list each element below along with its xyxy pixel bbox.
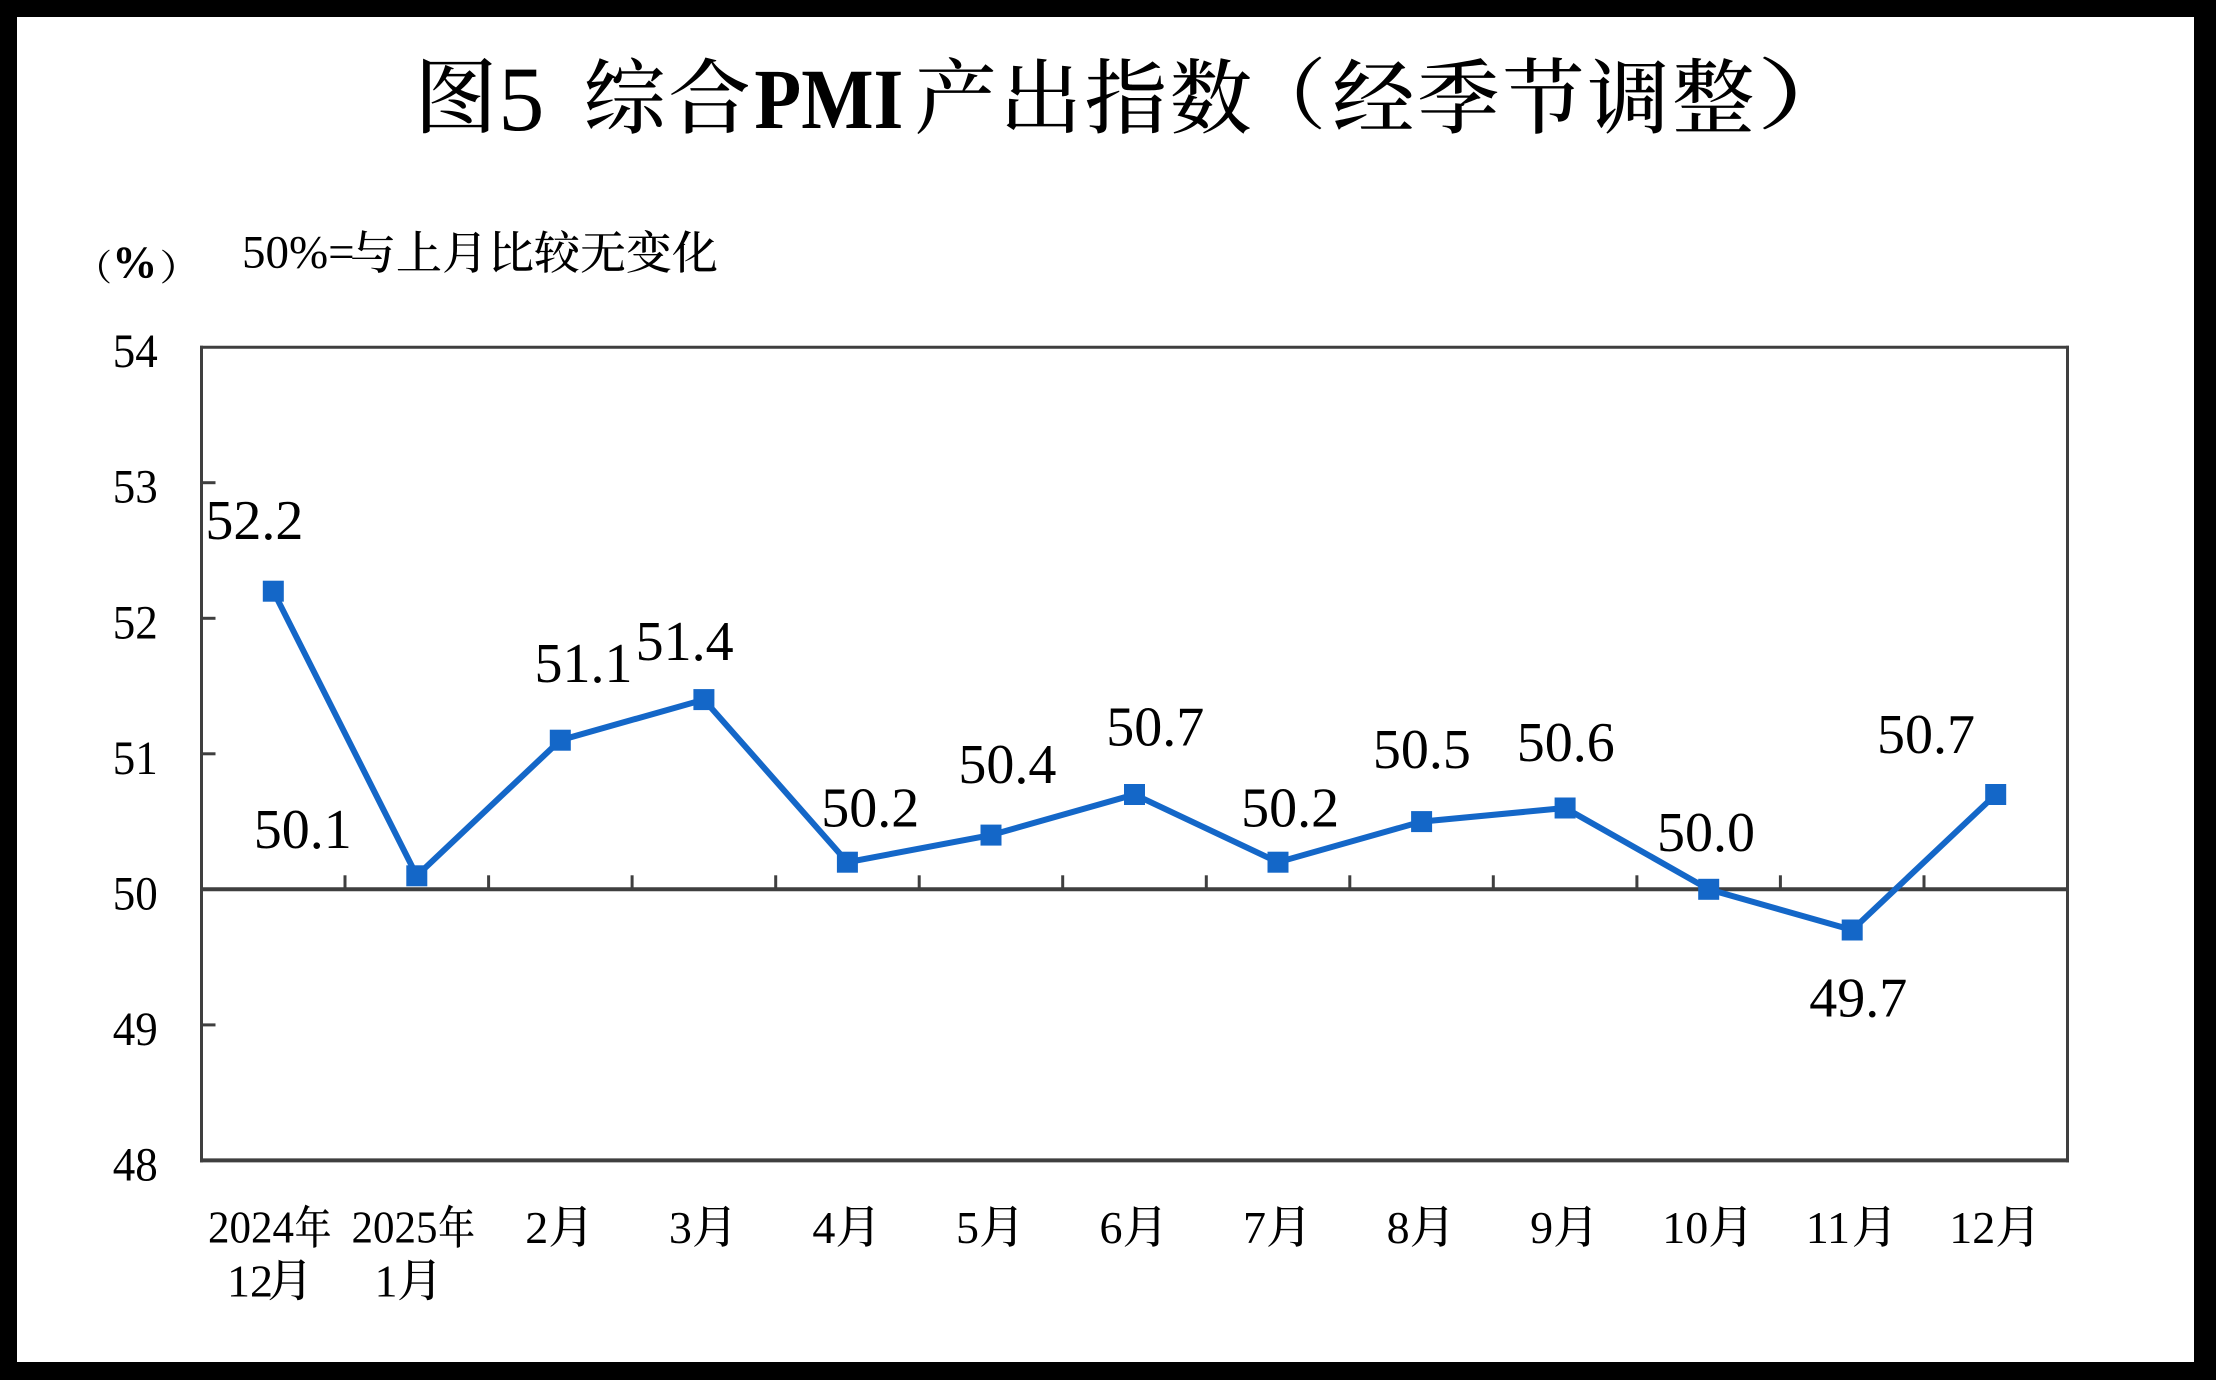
svg-text:48: 48 bbox=[113, 1138, 158, 1191]
svg-text:52.2: 52.2 bbox=[205, 490, 303, 552]
svg-text:51.4: 51.4 bbox=[636, 611, 734, 673]
svg-text:2: 2 bbox=[525, 1202, 548, 1253]
svg-text:PMI: PMI bbox=[754, 51, 903, 147]
svg-text:3: 3 bbox=[669, 1202, 692, 1253]
svg-text:%: % bbox=[112, 238, 157, 288]
svg-text:52: 52 bbox=[113, 596, 158, 649]
svg-text:7: 7 bbox=[1243, 1202, 1266, 1253]
svg-text:50.2: 50.2 bbox=[1241, 778, 1339, 840]
svg-text:50.0: 50.0 bbox=[1657, 802, 1755, 864]
svg-text:50.7: 50.7 bbox=[1106, 697, 1204, 759]
svg-text:50.5: 50.5 bbox=[1373, 719, 1471, 781]
svg-text:2025: 2025 bbox=[352, 1202, 438, 1253]
svg-text:2024: 2024 bbox=[208, 1202, 294, 1253]
svg-text:50.1: 50.1 bbox=[254, 799, 352, 861]
svg-text:51.1: 51.1 bbox=[535, 633, 633, 695]
svg-text:12: 12 bbox=[227, 1256, 273, 1307]
svg-text:50%=: 50%= bbox=[242, 227, 355, 279]
svg-text:49: 49 bbox=[113, 1003, 158, 1056]
svg-text:4: 4 bbox=[812, 1202, 835, 1253]
svg-text:5: 5 bbox=[498, 48, 544, 150]
svg-text:51: 51 bbox=[113, 732, 158, 785]
svg-text:49.7: 49.7 bbox=[1809, 968, 1907, 1030]
svg-text:10: 10 bbox=[1662, 1202, 1708, 1253]
svg-text:5: 5 bbox=[956, 1202, 979, 1253]
svg-text:9: 9 bbox=[1530, 1202, 1553, 1253]
svg-text:50.6: 50.6 bbox=[1517, 712, 1615, 774]
svg-text:50.4: 50.4 bbox=[958, 734, 1056, 796]
svg-text:6: 6 bbox=[1100, 1202, 1123, 1253]
svg-text:54: 54 bbox=[113, 325, 158, 378]
svg-text:50: 50 bbox=[113, 867, 158, 920]
svg-text:11: 11 bbox=[1806, 1202, 1850, 1253]
svg-text:50.7: 50.7 bbox=[1877, 704, 1975, 766]
svg-text:1: 1 bbox=[375, 1256, 398, 1307]
svg-text:53: 53 bbox=[113, 461, 158, 514]
svg-text:50.2: 50.2 bbox=[821, 778, 919, 840]
svg-text:12: 12 bbox=[1949, 1202, 1995, 1253]
svg-text:8: 8 bbox=[1387, 1202, 1410, 1253]
